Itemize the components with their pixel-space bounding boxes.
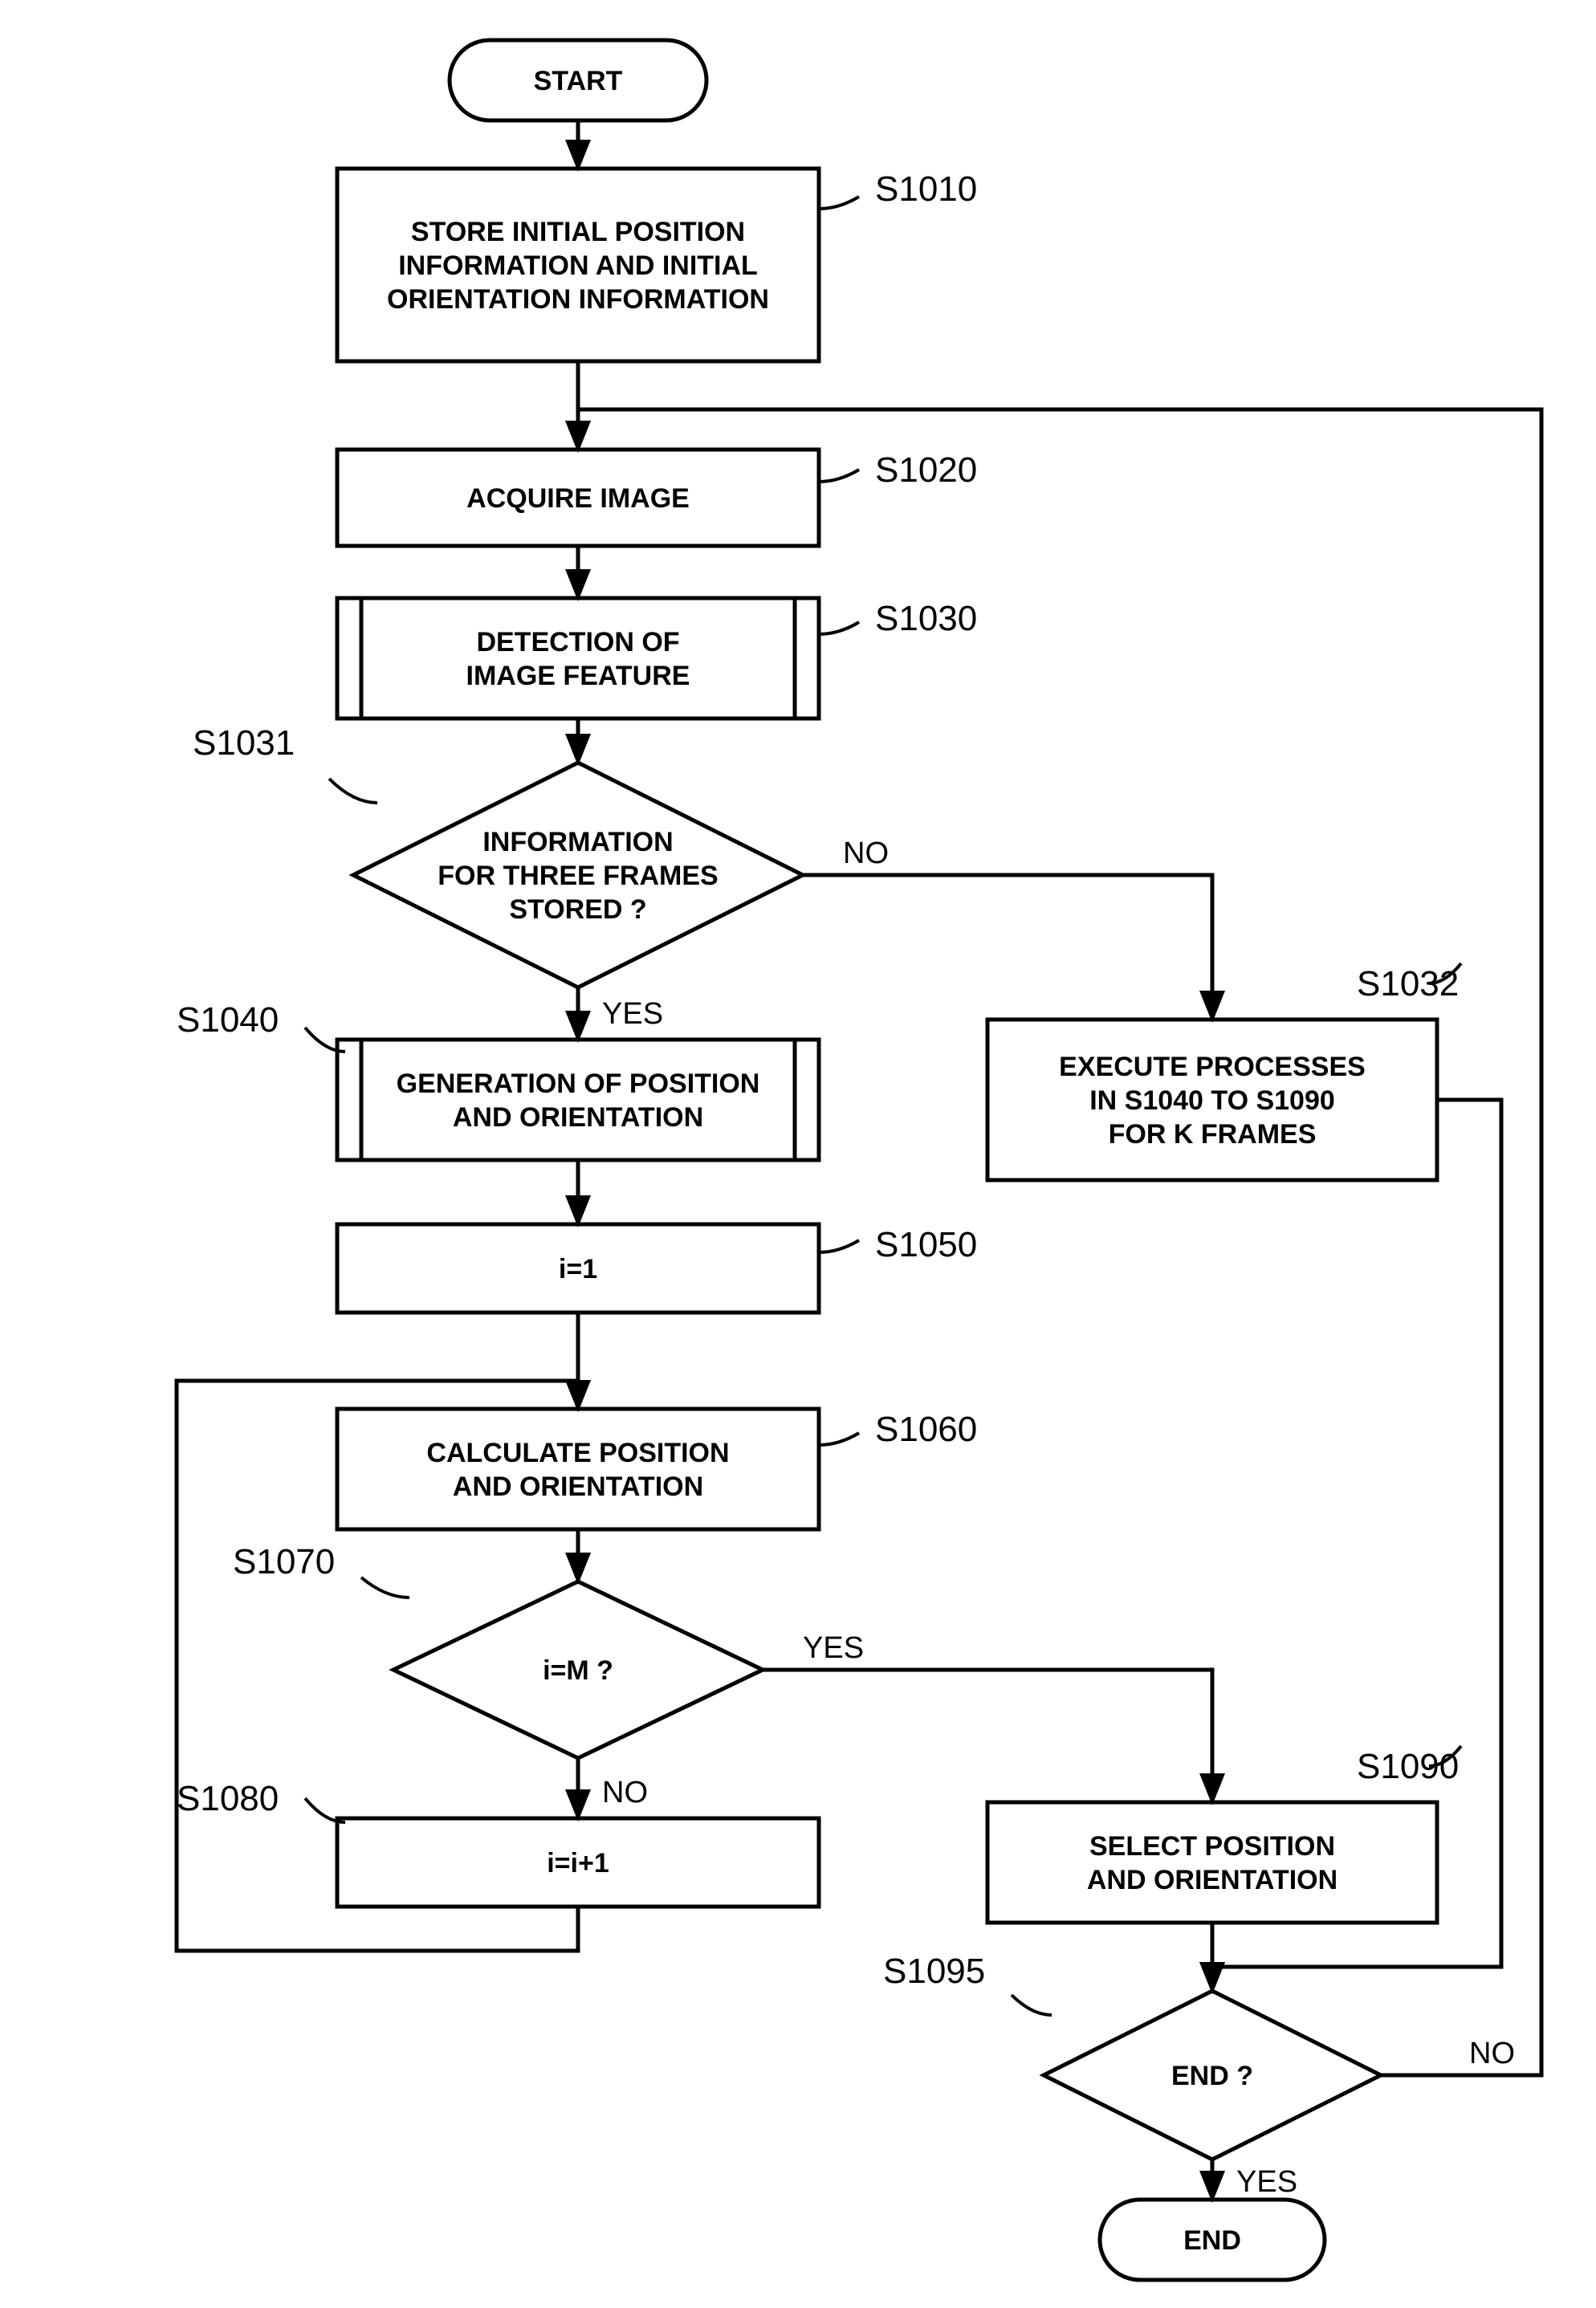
leader-s1095 [1012,1995,1052,2015]
svg-text:GENERATION OF POSITIONAND ORIE: GENERATION OF POSITIONAND ORIENTATION [397,1069,760,1133]
leader-s1030 [819,622,859,634]
svg-text:INFORMATIONFOR THREE FRAMESSTO: INFORMATIONFOR THREE FRAMESSTORED ? [438,827,718,925]
edge-label-13: YES [1236,2165,1297,2199]
node-start: START [450,40,706,120]
label-s1070: S1070 [233,1542,335,1581]
leader-s1050 [819,1240,859,1252]
edge-5 [803,875,1212,1020]
label-s1020: S1020 [875,450,977,490]
node-s1010: STORE INITIAL POSITIONINFORMATION AND IN… [337,169,819,361]
node-s1040: GENERATION OF POSITIONAND ORIENTATION [337,1040,819,1160]
label-s1090: S1090 [1357,1747,1459,1786]
svg-text:STORE INITIAL POSITIONINFORMAT: STORE INITIAL POSITIONINFORMATION AND IN… [387,217,769,315]
label-s1010: S1010 [875,169,977,209]
node-s1020: ACQUIRE IMAGE [337,450,819,546]
edge-label-10: YES [803,1631,864,1665]
label-s1060: S1060 [875,1410,977,1449]
node-end: END [1100,2200,1325,2280]
svg-text:START: START [534,66,623,96]
leader-s1031 [329,779,377,803]
svg-text:END ?: END ? [1171,2061,1253,2091]
label-s1095: S1095 [883,1952,985,1991]
leader-s1060 [819,1433,859,1445]
node-s1032: EXECUTE PROCESSESIN S1040 TO S1090FOR K … [987,1020,1437,1180]
flowchart-canvas: START STORE INITIAL POSITIONINFORMATION A… [0,0,1596,2308]
edge-15 [578,409,1541,2075]
svg-text:i=1: i=1 [559,1254,597,1284]
edge-label-4: YES [602,997,663,1031]
svg-text:END: END [1183,2225,1241,2256]
edge-label-5: NO [843,836,889,870]
leader-s1020 [819,470,859,482]
label-s1040: S1040 [177,1000,279,1040]
label-s1031: S1031 [193,723,295,763]
svg-text:i=M ?: i=M ? [543,1655,613,1686]
node-s1031: INFORMATIONFOR THREE FRAMESSTORED ? [353,763,803,987]
node-s1095: END ? [1044,1991,1381,2159]
label-s1050: S1050 [875,1225,977,1264]
node-s1090: SELECT POSITIONAND ORIENTATION [987,1802,1437,1923]
svg-text:SELECT POSITIONAND ORIENTATION: SELECT POSITIONAND ORIENTATION [1087,1831,1337,1895]
svg-text:DETECTION OFIMAGE FEATURE: DETECTION OFIMAGE FEATURE [466,627,690,691]
leader-s1070 [361,1577,409,1598]
edge-label-15: NO [1469,2037,1515,2070]
node-s1070: i=M ? [393,1581,763,1758]
svg-text:EXECUTE PROCESSESIN S1040 TO S: EXECUTE PROCESSESIN S1040 TO S1090FOR K … [1059,1052,1366,1150]
edge-10 [763,1670,1212,1802]
edge-label-9: NO [602,1776,648,1809]
svg-text:CALCULATE POSITIONAND ORIENTAT: CALCULATE POSITIONAND ORIENTATION [426,1438,729,1502]
svg-text:i=i+1: i=i+1 [547,1848,609,1879]
label-s1080: S1080 [177,1779,279,1818]
label-s1032: S1032 [1357,964,1459,1003]
svg-text:ACQUIRE IMAGE: ACQUIRE IMAGE [466,483,690,514]
node-s1080: i=i+1 [337,1818,819,1907]
leader-s1010 [819,197,859,209]
label-s1030: S1030 [875,599,977,638]
node-s1030: DETECTION OFIMAGE FEATURE [337,598,819,718]
node-s1060: CALCULATE POSITIONAND ORIENTATION [337,1409,819,1529]
node-s1050: i=1 [337,1224,819,1313]
